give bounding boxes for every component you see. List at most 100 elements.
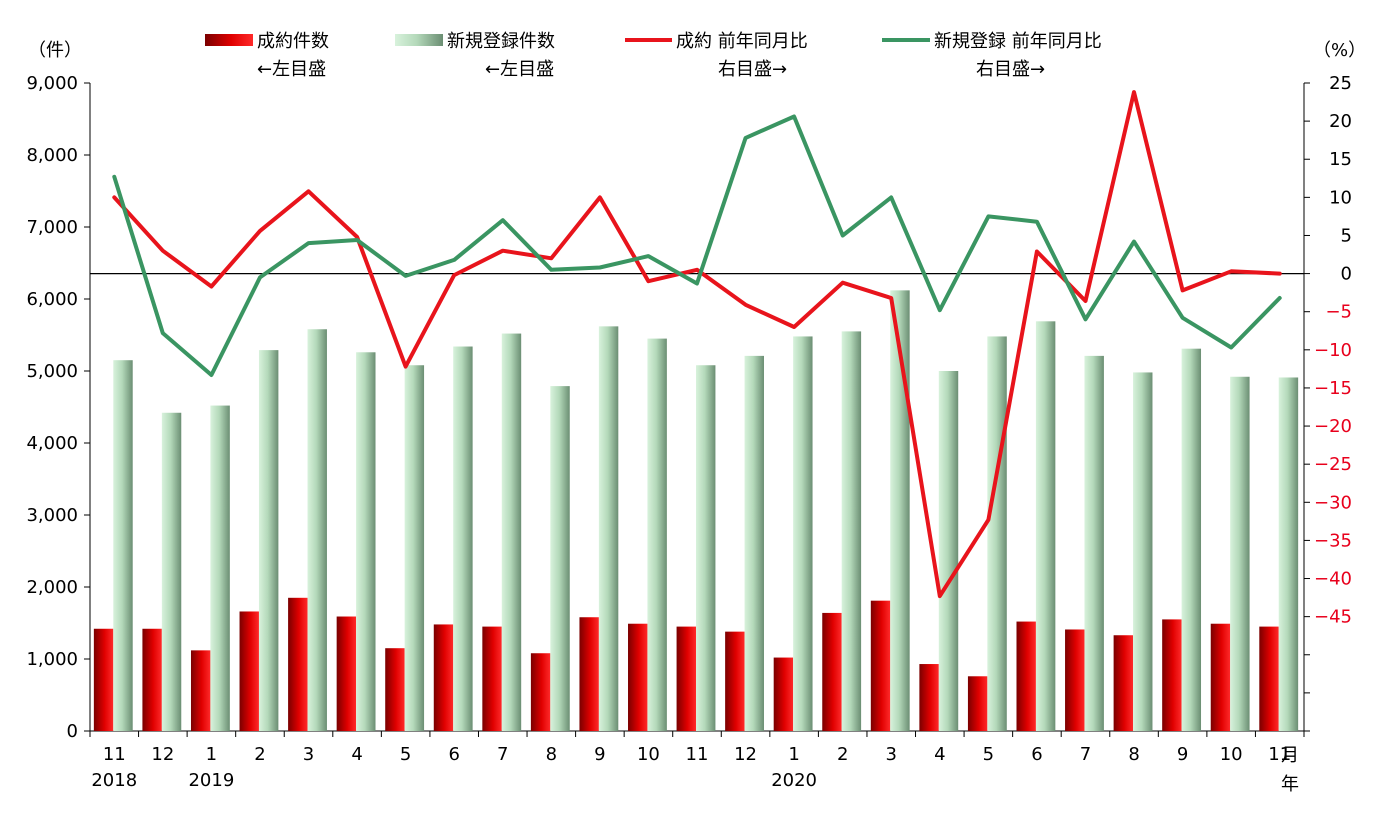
bar-contracts	[579, 617, 599, 731]
bar-contracts	[93, 628, 114, 731]
bar-contracts	[1113, 635, 1134, 731]
bar-contracts	[239, 611, 259, 731]
bar-new-listings	[598, 326, 619, 731]
right-tick-label: −5	[1325, 302, 1352, 323]
bar-contracts	[725, 631, 745, 731]
left-axis-unit: （件）	[28, 40, 82, 61]
x-tick-label: 2	[254, 744, 265, 765]
bar-new-listings	[113, 360, 133, 731]
x-tick-label: 4	[351, 744, 362, 765]
left-tick-label: 0	[67, 721, 78, 742]
bar-new-listings	[161, 412, 182, 731]
bar-new-listings	[258, 350, 279, 731]
bar-new-listings	[307, 329, 327, 731]
x-tick-label: 2	[837, 744, 848, 765]
bar-new-listings	[1230, 376, 1250, 731]
bar-new-listings	[744, 355, 764, 731]
bar-new-listings	[404, 365, 425, 731]
x-month-suffix: 月	[1281, 745, 1299, 766]
x-tick-label: 6	[448, 744, 459, 765]
bar-new-listings	[841, 331, 862, 731]
x-tick-label: 7	[1080, 744, 1091, 765]
x-tick-label: 4	[934, 744, 945, 765]
bar-contracts	[628, 623, 648, 731]
bar-contracts	[773, 657, 794, 731]
left-tick-label: 2,000	[26, 577, 78, 598]
x-tick-label: 9	[1177, 744, 1188, 765]
right-tick-label: 20	[1329, 111, 1352, 132]
left-tick-label: 4,000	[26, 433, 78, 454]
x-year-suffix: 年	[1281, 774, 1299, 795]
x-tick-label: 3	[886, 744, 897, 765]
bar-contracts	[967, 676, 988, 731]
left-tick-label: 6,000	[26, 289, 78, 310]
bar-new-listings	[987, 336, 1007, 731]
right-tick-label: 25	[1329, 73, 1352, 94]
right-tick-label: −20	[1314, 416, 1352, 437]
bar-contracts	[288, 597, 308, 731]
bar-contracts	[1016, 621, 1036, 731]
legend-sub-contracts: ←左目盛	[257, 59, 326, 80]
legend-label-new-listings-yoy: 新規登録 前年同月比	[934, 31, 1102, 52]
x-tick-label: 11	[1268, 744, 1291, 765]
left-tick-label: 8,000	[26, 145, 78, 166]
bar-contracts	[482, 626, 502, 731]
right-tick-label: −15	[1314, 378, 1352, 399]
right-tick-label: −10	[1314, 340, 1352, 361]
left-tick-label: 7,000	[26, 217, 78, 238]
left-tick-label: 5,000	[26, 361, 78, 382]
legend-label-contracts: 成約件数	[257, 31, 329, 52]
x-tick-label: 11	[686, 744, 709, 765]
bar-contracts	[530, 653, 551, 731]
bar-contracts	[190, 650, 211, 731]
bar-contracts	[1065, 629, 1085, 731]
right-tick-label: −45	[1314, 607, 1352, 628]
bar-contracts	[1210, 623, 1231, 731]
x-tick-label: 5	[983, 744, 994, 765]
bar-contracts	[1259, 626, 1279, 731]
bar-new-listings	[356, 352, 376, 731]
right-tick-label: −30	[1314, 492, 1352, 513]
bar-contracts	[919, 664, 939, 731]
bar-new-listings	[1278, 377, 1299, 731]
bar-contracts	[385, 648, 405, 731]
bar-contracts	[870, 600, 891, 731]
x-tick-label: 1	[788, 744, 799, 765]
legend-sub-contracts-yoy: 右目盛→	[718, 59, 787, 80]
right-tick-label: −40	[1314, 569, 1352, 590]
right-tick-label: −25	[1314, 454, 1352, 475]
bar-contracts	[433, 624, 454, 731]
bar-new-listings	[696, 365, 716, 731]
bar-new-listings	[453, 346, 473, 731]
legend-swatch-new-listings	[395, 34, 443, 46]
right-tick-label: 15	[1329, 149, 1352, 170]
bar-new-listings	[550, 386, 570, 731]
bar-contracts	[1162, 619, 1182, 731]
bar-new-listings	[210, 405, 230, 731]
x-tick-label: 8	[546, 744, 557, 765]
x-tick-label: 6	[1031, 744, 1042, 765]
x-tick-label: 12	[734, 744, 757, 765]
left-tick-label: 3,000	[26, 505, 78, 526]
right-tick-label: 10	[1329, 187, 1352, 208]
legend: 成約件数 ←左目盛 新規登録件数 ←左目盛 成約 前年同月比 右目盛→ 新規登録…	[205, 31, 1102, 80]
bar-new-listings	[647, 338, 667, 731]
x-year-label: 2020	[771, 770, 817, 791]
x-tick-label: 10	[1220, 744, 1243, 765]
bar-new-listings	[1181, 348, 1202, 731]
bar-contracts	[676, 626, 696, 731]
right-axis-unit: （%）	[1313, 40, 1366, 61]
bar-new-listings	[938, 371, 959, 731]
legend-swatch-contracts	[205, 34, 253, 46]
legend-label-new-listings: 新規登録件数	[447, 31, 555, 52]
x-tick-label: 12	[151, 744, 174, 765]
line-contracts-yoy	[112, 90, 1282, 599]
x-tick-label: 7	[497, 744, 508, 765]
bar-new-listings	[890, 290, 910, 731]
bar-new-listings	[793, 336, 813, 731]
x-tick-label: 11	[103, 744, 126, 765]
bar-contracts	[142, 628, 162, 731]
legend-label-contracts-yoy: 成約 前年同月比	[676, 31, 808, 52]
